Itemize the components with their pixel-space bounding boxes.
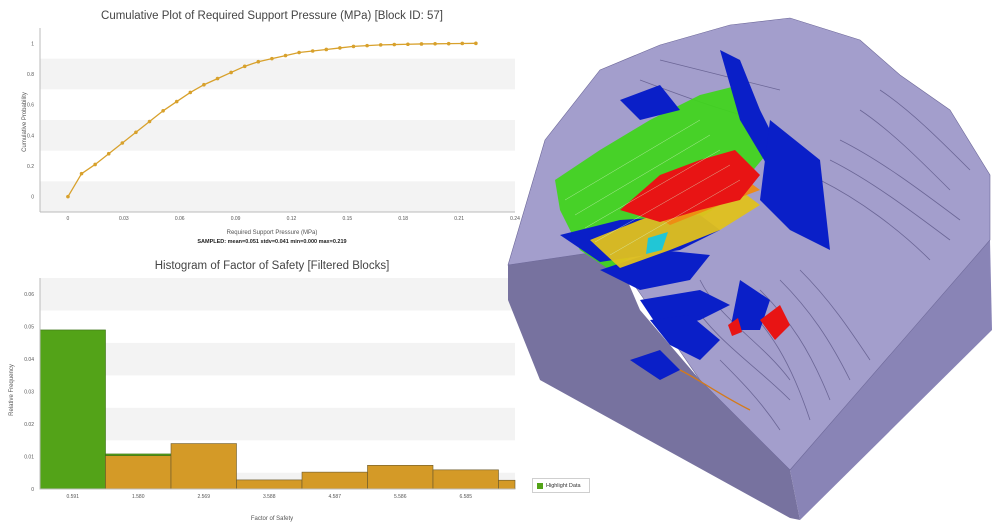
- histogram-grid-band: [40, 407, 515, 441]
- cdf-data-point: [202, 82, 206, 87]
- red-wedge-small: [760, 305, 790, 340]
- cdf-y-tick-label: 0.2: [27, 164, 34, 170]
- cdf-grid-band: [40, 181, 515, 212]
- cdf-data-point: [66, 194, 70, 199]
- cdf-data-point: [174, 99, 179, 104]
- cdf-y-tick-label: 1: [31, 41, 34, 47]
- histogram-x-tick-label: 6.585: [459, 494, 472, 500]
- cdf-data-point: [378, 43, 383, 47]
- cdf-y-tick-label: 0: [31, 195, 34, 201]
- cdf-y-tick-label: 0.8: [27, 72, 34, 78]
- cdf-y-tick-label: 0.4: [27, 133, 34, 139]
- histogram-grid-band: [40, 342, 515, 376]
- cdf-data-point: [242, 64, 247, 69]
- histogram-y-axis-title: Relative Frequency: [9, 364, 15, 416]
- histogram-x-tick-label: 1.580: [132, 494, 145, 500]
- cdf-data-point: [338, 46, 342, 50]
- cdf-stats-summary: SAMPLED: mean=0.051 stdv=0.041 min=0.000…: [197, 239, 346, 245]
- cdf-x-tick-label: 0.12: [287, 216, 297, 222]
- cdf-data-point: [474, 41, 478, 46]
- cdf-data-point: [256, 59, 261, 64]
- cdf-data-point: [161, 109, 165, 113]
- histogram-y-tick-label: 0.02: [24, 422, 34, 428]
- histogram-y-tick-label: 0.04: [24, 357, 34, 363]
- cdf-x-tick-label: 0.24: [510, 216, 520, 222]
- cdf-x-tick-label: 0.09: [231, 216, 241, 222]
- histogram-y-tick-label: 0.01: [24, 455, 34, 461]
- tunnel-curve: [679, 369, 751, 411]
- highlight-legend: Highlight Data: [532, 478, 590, 493]
- cdf-chart: Cumulative Plot of Required Support Pres…: [22, 10, 520, 245]
- cdf-grid-band: [40, 120, 515, 151]
- cdf-data-point: [351, 44, 356, 49]
- cdf-data-point: [120, 141, 125, 145]
- cdf-chart-title: Cumulative Plot of Required Support Pres…: [101, 10, 443, 22]
- highlight-legend-swatch: [537, 482, 543, 489]
- histogram-panel: Histogram of Factor of Safety [Filtered …: [0, 250, 520, 526]
- histogram-x-tick-label: 5.586: [394, 494, 407, 500]
- histogram-x-tick-label: 0.591: [66, 494, 79, 500]
- cdf-x-tick-label: 0.03: [119, 216, 129, 222]
- cdf-data-point: [93, 162, 97, 167]
- cdf-x-tick-label: 0.18: [398, 216, 408, 222]
- histogram-title: Histogram of Factor of Safety [Filtered …: [155, 260, 390, 272]
- histogram-grid-band: [40, 278, 515, 311]
- red-wedge-tiny: [728, 318, 742, 336]
- histogram-highlight-bar: [39, 329, 106, 490]
- joint-trace-lines: [564, 119, 741, 256]
- histogram-bar: [367, 465, 434, 490]
- 3d-block-model: [507, 17, 992, 520]
- cdf-y-tick-label: 0.6: [27, 103, 34, 109]
- histogram-x-axis-title: Factor of Safety: [251, 516, 293, 522]
- histogram-y-tick-label: 0.05: [24, 325, 34, 331]
- cdf-x-tick-label: 0.15: [342, 216, 352, 222]
- yellow-joint-band: [590, 190, 760, 268]
- model-top-terrain-face: [507, 17, 991, 471]
- histogram-bar: [170, 443, 237, 490]
- histogram-x-tick-label: 3.588: [263, 494, 276, 500]
- histogram-chart: Histogram of Factor of Safety [Filtered …: [9, 260, 516, 522]
- cdf-x-tick-label: 0: [67, 216, 70, 222]
- cdf-data-point: [215, 76, 220, 81]
- histogram-x-tick-label: 4.587: [328, 494, 341, 500]
- cdf-data-point: [433, 41, 437, 46]
- histogram-y-tick-label: 0.06: [24, 292, 34, 298]
- cdf-grid-band: [40, 58, 515, 90]
- cdf-data-point: [297, 50, 301, 55]
- histogram-highlight-bar: [105, 453, 172, 456]
- histogram-x-tick-label: 2.569: [197, 494, 210, 500]
- histogram-y-tick-label: 0.03: [24, 390, 34, 396]
- highlight-legend-label: Highlight Data: [546, 482, 581, 489]
- histogram-bar: [105, 455, 172, 490]
- histogram-bar: [236, 479, 303, 490]
- cdf-data-point: [392, 42, 397, 47]
- cdf-data-point: [229, 70, 233, 75]
- pit-bench-lines: [639, 59, 971, 431]
- histogram-bar: [301, 471, 368, 490]
- histogram-bar: [432, 469, 499, 490]
- cdf-chart-panel: Cumulative Plot of Required Support Pres…: [0, 0, 520, 248]
- cdf-data-point: [134, 130, 138, 135]
- model-right-side-face: [790, 240, 992, 520]
- cdf-data-point: [79, 171, 84, 176]
- cyan-joint-strip: [646, 232, 668, 254]
- cdf-data-point: [106, 151, 111, 156]
- cdf-x-tick-label: 0.06: [175, 216, 185, 222]
- cdf-x-tick-label: 0.21: [454, 216, 464, 222]
- cdf-data-point: [283, 53, 288, 58]
- cdf-y-axis-title: Cumulative Probability: [22, 92, 28, 152]
- cdf-data-point: [446, 41, 451, 46]
- cdf-data-point: [419, 42, 424, 46]
- histogram-y-tick-label: 0: [31, 487, 34, 493]
- cdf-data-point: [147, 119, 152, 124]
- cdf-data-point: [270, 56, 274, 61]
- 3d-model-view[interactable]: [505, 0, 1000, 526]
- cdf-data-point: [188, 90, 193, 95]
- cdf-data-point: [324, 47, 329, 52]
- cdf-data-point: [406, 42, 410, 47]
- cdf-data-point: [365, 43, 369, 48]
- cdf-data-point: [310, 49, 315, 53]
- cdf-x-axis-title: Required Support Pressure (MPa): [227, 230, 318, 236]
- cdf-data-point: [460, 41, 465, 46]
